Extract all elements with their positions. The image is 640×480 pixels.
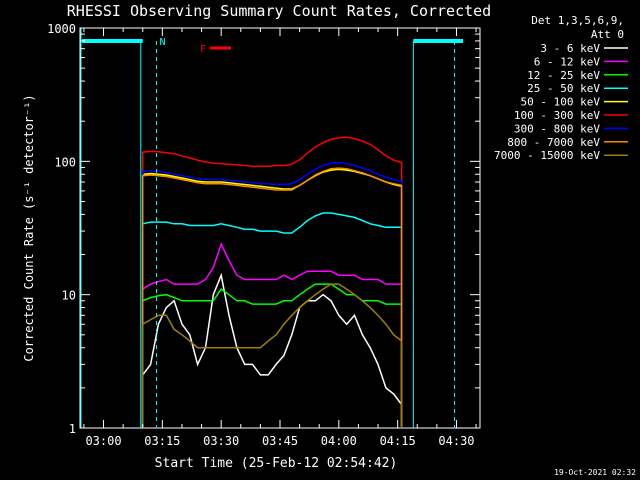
x-tick-label: 03:00 (85, 434, 121, 448)
legend-entry-label: 300 - 800 keV (514, 122, 600, 135)
y-tick-label: 100 (54, 155, 76, 169)
series-line-3 (141, 283, 403, 428)
legend-header-attenuator: Att 0 (591, 28, 624, 41)
legend-entry-label: 6 - 12 keV (534, 55, 601, 68)
overlays: NF (80, 28, 463, 428)
x-axis: 03:00 03:15 03:30 03:45 04:00 04:15 04:30 (83, 28, 477, 448)
legend-entry-label: 100 - 300 keV (514, 109, 600, 122)
y-tick-label: 1000 (47, 22, 76, 36)
series-line-6 (141, 136, 403, 428)
legend-entry-label: 3 - 6 keV (540, 42, 600, 55)
x-tick-label: 03:30 (203, 434, 239, 448)
legend-entry-label: 25 - 50 keV (527, 82, 600, 95)
x-tick-label: 03:45 (262, 434, 298, 448)
legend-entry-label: 800 - 7000 keV (507, 136, 600, 149)
series-line-4 (141, 212, 403, 428)
chart-title: RHESSI Observing Summary Count Rates, Co… (67, 2, 491, 20)
legend-header-detectors: Det 1,3,5,6,9, (531, 14, 624, 27)
x-tick-label: 04:15 (380, 434, 416, 448)
x-tick-label: 03:15 (144, 434, 180, 448)
x-axis-label: Start Time (25-Feb-12 02:54:42) (155, 456, 398, 471)
flare-annotation-label: F (200, 44, 206, 55)
x-tick-label: 04:30 (438, 434, 474, 448)
series-line-1 (141, 272, 403, 428)
legend-entry-label: 7000 - 15000 keV (494, 149, 600, 162)
series-line-9 (141, 283, 403, 428)
generation-timestamp: 19-Oct-2021 02:32 (554, 468, 636, 477)
x-tick-label: 04:00 (321, 434, 357, 448)
data-marks (141, 136, 403, 428)
series-line-7 (141, 161, 403, 428)
series-line-8 (141, 167, 403, 428)
legend-entry-label: 50 - 100 keV (521, 96, 601, 109)
plot-area: NF (79, 27, 481, 429)
night-annotation-label: N (159, 37, 165, 48)
legend-entry-label: 12 - 25 keV (527, 69, 600, 82)
series-line-2 (141, 241, 403, 428)
y-tick-label: 1 (69, 422, 76, 436)
y-tick-label: 10 (62, 289, 76, 303)
y-axis: 1 10 100 1000 (47, 22, 480, 436)
y-axis-label: Corrected Count Rate (s⁻¹ detector⁻¹) (22, 94, 36, 361)
